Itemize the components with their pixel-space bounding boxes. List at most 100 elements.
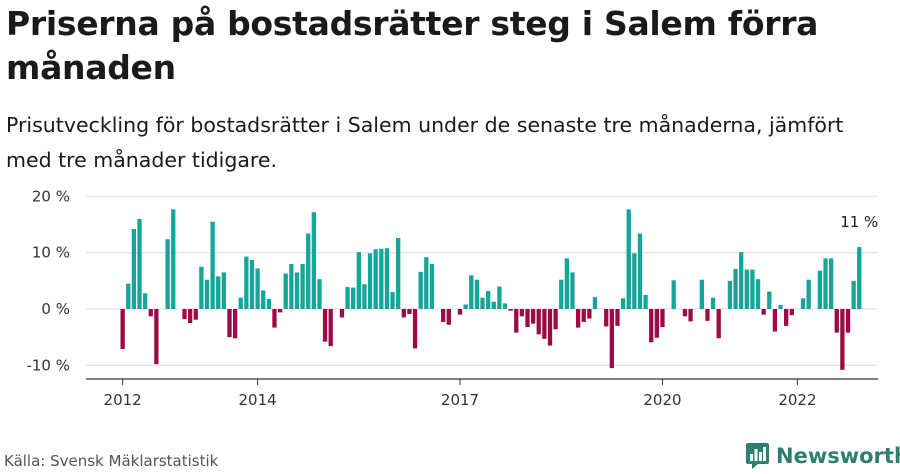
bar: 2015-11: 10.7 %	[379, 248, 384, 309]
bar: 2022-11: 5 %	[851, 280, 856, 309]
bar: 2013-02: -1.9 %	[193, 309, 198, 320]
bar: 2019-08: 9.9 %	[632, 253, 637, 309]
bar: 2017-03: 6 %	[469, 275, 474, 309]
y-tick-label: 0 %	[41, 300, 70, 318]
bar: 2015-06: 3.8 %	[351, 287, 356, 309]
brand-name: Newsworthy	[776, 444, 900, 468]
bar: 2020-08: 5.2 %	[699, 279, 704, 309]
bar: 2019-09: 13.4 %	[637, 233, 643, 309]
bar: 2018-10: -3.3 %	[575, 309, 581, 328]
bar: 2017-12: -1.3 %	[519, 309, 525, 317]
bar: 2012-05: 2.8 %	[142, 293, 148, 309]
bar: 2016-04: -0.9 %	[407, 309, 412, 315]
bar: 2014-11: 17.2 %	[311, 212, 316, 309]
bar: 2015-08: 4.4 %	[362, 284, 367, 309]
bar: 2013-03: 7.5 %	[199, 266, 204, 310]
bar: 2016-03: -1.5 %	[401, 309, 406, 318]
bar: 2020-01: -3.2 %	[660, 309, 665, 328]
bar: 2020-05: -1.3 %	[682, 309, 688, 317]
bar: 2020-06: -2.2 %	[688, 309, 693, 322]
bar: 2018-12: -1.7 %	[587, 309, 592, 319]
bar: 2017-09: 1 %	[502, 303, 508, 309]
bar: 2017-06: 3.2 %	[486, 290, 491, 309]
bar: 2020-10: 2 %	[710, 297, 716, 309]
bar: 2015-01: -5.8 %	[322, 309, 328, 342]
bar: 2013-01: -2.5 %	[187, 309, 193, 324]
bar: 2018-08: 9 %	[564, 258, 570, 309]
bar: 2021-11: -3 %	[784, 309, 789, 326]
bar: 2014-10: 13.4 %	[306, 233, 311, 309]
bar: 2012-02: 4.5 %	[126, 283, 131, 309]
y-tick-label: -10 %	[26, 356, 70, 374]
bar: 2012-01: -7.1 %	[120, 309, 125, 349]
bar: 2018-07: 5.2 %	[559, 279, 564, 309]
bar: 2019-07: 17.7 %	[626, 209, 631, 309]
bar: 2021-02: 7.1 %	[733, 269, 738, 309]
bar: 2012-04: 16 %	[137, 218, 142, 309]
bar: 2014-07: 8 %	[289, 263, 294, 309]
bar-series: 2012-01: -7.1 %2012-02: 4.5 %2012-03: 14…	[120, 209, 862, 370]
chart-title: Priserna på bostadsrätter steg i Salem f…	[6, 4, 819, 87]
bar: 2016-07: 9.2 %	[424, 257, 429, 309]
bar: 2013-05: 15.5 %	[210, 221, 215, 309]
bar: 2021-10: 0.7 %	[778, 305, 783, 309]
bar: 2017-04: 5.2 %	[474, 279, 480, 309]
bar: 2017-07: 1.3 %	[491, 301, 496, 309]
bar: 2022-08: -4.2 %	[834, 309, 839, 333]
bar: 2021-05: 7 %	[750, 269, 755, 309]
bar: 2012-12: -1.8 %	[182, 309, 187, 320]
bar: 2016-02: 12.6 %	[396, 238, 401, 309]
bar: 2021-06: 5.3 %	[755, 279, 761, 309]
bar: 2017-08: 4 %	[497, 286, 502, 309]
bar: 2014-02: 3.3 %	[261, 290, 266, 309]
newsworthy-logo[interactable]: Newsworthy	[745, 440, 900, 472]
bar: 2019-04: -10.5 %	[609, 309, 614, 369]
bar: 2018-06: -3.6 %	[553, 309, 558, 330]
bar: 2016-05: -7 %	[412, 309, 418, 349]
bar: 2021-03: 10.1 %	[739, 252, 744, 309]
bar: 2020-09: -2.1 %	[705, 309, 710, 321]
bar: 2022-06: 9 %	[823, 258, 828, 309]
bar: 2021-09: -4 %	[772, 309, 778, 332]
bar: 2013-06: 5.8 %	[216, 276, 221, 309]
bar: 2022-03: 5.2 %	[806, 279, 811, 309]
bar: 2022-10: -4.2 %	[845, 309, 851, 333]
x-tick-label: 2020	[643, 391, 681, 409]
bar: 2012-10: 17.7 %	[171, 209, 176, 309]
bar: 2013-04: 5.2 %	[204, 279, 210, 309]
bar: 2018-03: -4.5 %	[536, 309, 541, 335]
last-value-annotation: 11 %	[840, 213, 878, 231]
bar: 2019-01: 2.1 %	[592, 297, 598, 309]
bar: 2015-07: 10.1 %	[356, 252, 361, 309]
bar: 2015-12: 10.8 %	[384, 248, 390, 309]
bar: 2016-08: 8 %	[429, 263, 435, 309]
bar: 2013-10: 2 %	[238, 297, 243, 309]
bar: 2014-06: 6.3 %	[283, 273, 288, 309]
bar: 2019-10: 2.5 %	[643, 294, 648, 309]
bar: 2014-04: -3.3 %	[272, 309, 277, 328]
bar: 2019-06: 1.9 %	[620, 298, 626, 309]
bar: 2015-10: 10.6 %	[373, 249, 378, 309]
bar: 2013-08: -5 %	[227, 309, 232, 338]
bar: 2014-12: 5.3 %	[317, 279, 322, 309]
bar: 2020-11: -5.2 %	[716, 309, 721, 339]
bar: 2016-06: 6.6 %	[418, 271, 423, 309]
bar: 2021-07: -1 %	[761, 309, 766, 315]
bar: 2017-11: -4.2 %	[514, 309, 519, 333]
bar: 2014-01: 7.2 %	[255, 268, 260, 309]
bar: 2014-05: -0.6 %	[277, 309, 283, 313]
bar: 2021-04: 7 %	[744, 269, 749, 309]
bar: 2014-03: 1.8 %	[266, 298, 271, 309]
bar: 2022-07: 9 %	[829, 258, 834, 309]
bar: 2016-10: -2.3 %	[441, 309, 446, 322]
bar: 2015-04: -1.5 %	[339, 309, 345, 318]
bar: 2022-12: 11 %	[857, 247, 862, 309]
bar: 2017-02: 0.8 %	[463, 304, 468, 309]
bar: 2018-01: -3.2 %	[525, 309, 530, 328]
y-tick-label: 10 %	[32, 244, 70, 262]
bar: 2022-05: 6.8 %	[817, 270, 823, 309]
bar: 2012-09: 12.4 %	[165, 239, 170, 309]
chart-subtitle: Prisutveckling för bostadsrätter i Salem…	[6, 113, 844, 172]
bar: 2014-08: 6.5 %	[294, 272, 300, 309]
bar: 2019-05: -3 %	[615, 309, 620, 326]
